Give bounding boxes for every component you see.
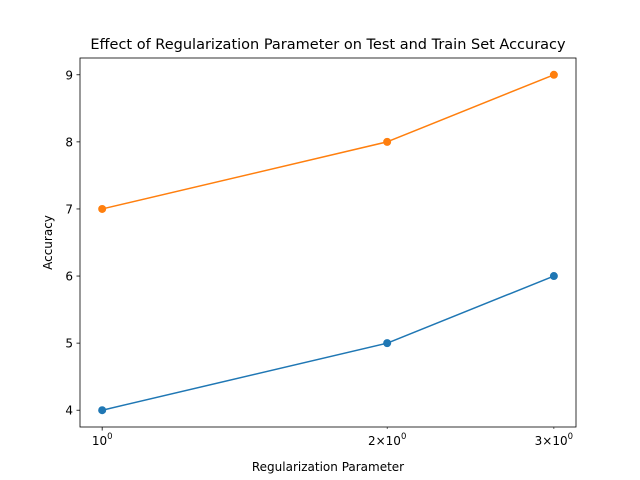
data-point — [549, 70, 558, 79]
x-axis: 100 2×100 3×100 — [92, 427, 573, 448]
y-tick-label: 5 — [65, 337, 73, 351]
x-tick-label: 100 — [92, 432, 113, 448]
data-point — [383, 339, 392, 348]
data-point — [98, 406, 107, 415]
plot-frame — [79, 57, 577, 428]
y-tick-label: 4 — [65, 404, 73, 418]
data-point — [549, 272, 558, 281]
x-tick-label: 2×100 — [368, 432, 406, 448]
plot-area — [79, 57, 577, 428]
x-axis-label: Regularization Parameter — [252, 460, 404, 474]
chart-title: Effect of Regularization Parameter on Te… — [90, 37, 566, 53]
data-point — [98, 204, 107, 213]
y-tick-label: 6 — [65, 270, 73, 284]
y-tick-label: 9 — [65, 68, 73, 82]
y-axis-label: Accuracy — [41, 215, 55, 270]
y-tick-label: 7 — [65, 202, 73, 216]
data-point — [383, 137, 392, 146]
y-tick-label: 8 — [65, 135, 73, 149]
y-axis: 4 5 6 7 8 9 — [65, 68, 80, 418]
series-layer — [98, 70, 558, 415]
x-tick-label: 3×100 — [535, 432, 573, 448]
